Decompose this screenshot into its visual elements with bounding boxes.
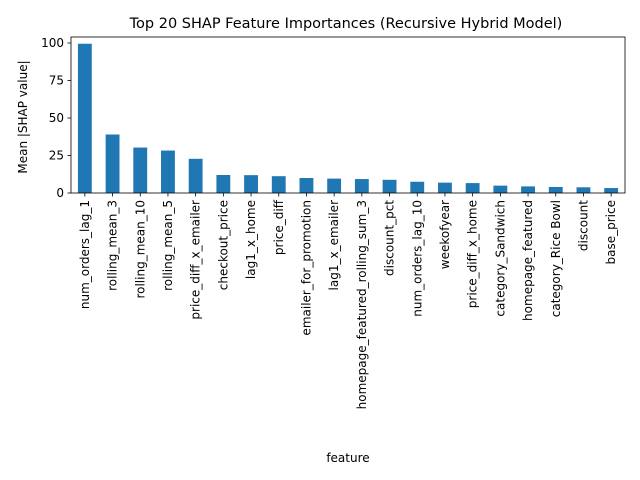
x-tick-label-15: category_Sandwich	[493, 200, 507, 317]
bar-10	[354, 179, 369, 193]
bar-18	[576, 187, 591, 193]
bar-5	[216, 175, 231, 193]
y-axis-title: Mean |SHAP value|	[16, 60, 30, 173]
chart-title: Top 20 SHAP Feature Importances (Recursi…	[129, 16, 563, 32]
plot-frame	[70, 36, 626, 194]
bar-0	[77, 43, 92, 193]
x-tick-label-3: rolling_mean_5	[161, 200, 175, 291]
y-tick-label-4: 100	[41, 36, 64, 50]
bar-12	[410, 181, 425, 193]
x-tick-label-12: num_orders_lag_10	[410, 200, 424, 317]
x-tick-label-9: lag1_x_emailer	[327, 200, 341, 291]
bar-16	[521, 186, 535, 193]
x-tick-label-18: discount	[576, 200, 590, 251]
x-tick-label-11: discount_pct	[383, 200, 397, 276]
x-tick-label-2: rolling_mean_10	[133, 200, 147, 299]
x-axis-title: feature	[326, 451, 369, 465]
bar-3	[161, 150, 175, 193]
x-tick-label-1: rolling_mean_3	[106, 200, 120, 291]
axes-group	[70, 36, 626, 194]
x-tick-label-0: num_orders_lag_1	[78, 200, 92, 309]
bar-13	[438, 182, 452, 193]
bar-1	[105, 134, 120, 193]
bar-2	[133, 147, 148, 193]
bar-14	[465, 183, 480, 193]
x-tick-label-16: homepage_featured	[521, 200, 535, 321]
bar-17	[548, 187, 563, 193]
y-tick-label-3: 75	[49, 74, 64, 88]
y-tick-label-2: 50	[49, 111, 64, 125]
x-tick-label-5: checkout_price	[216, 200, 230, 290]
x-tick-label-17: category_Rice Bowl	[549, 200, 563, 317]
x-tick-label-14: price_diff_x_home	[466, 200, 480, 308]
y-tick-label-0: 0	[56, 186, 64, 200]
bars-group	[77, 43, 619, 193]
x-tick-label-7: price_diff	[272, 199, 286, 255]
bar-8	[299, 178, 314, 193]
bar-15	[493, 185, 508, 193]
x-tick-label-13: weekofyear	[438, 200, 452, 269]
bar-19	[604, 188, 619, 193]
x-ticks-group: num_orders_lag_1 rolling_mean_3 rolling_me…	[78, 193, 618, 409]
bar-9	[327, 178, 342, 193]
x-tick-label-19: base_price	[604, 200, 618, 264]
x-tick-label-10: homepage_featured_rolling_sum_3	[355, 200, 369, 409]
bar-4	[188, 158, 203, 193]
x-tick-label-8: emailer_for_promotion	[299, 200, 313, 336]
y-ticks-group: 0 25 50 75 100	[41, 36, 71, 200]
bar-7	[271, 176, 286, 193]
bar-6	[244, 175, 258, 193]
x-tick-label-6: lag1_x_home	[244, 200, 258, 279]
bar-11	[382, 179, 397, 193]
y-tick-label-1: 25	[49, 149, 64, 163]
x-tick-label-4: price_diff_x_emailer	[189, 200, 203, 320]
